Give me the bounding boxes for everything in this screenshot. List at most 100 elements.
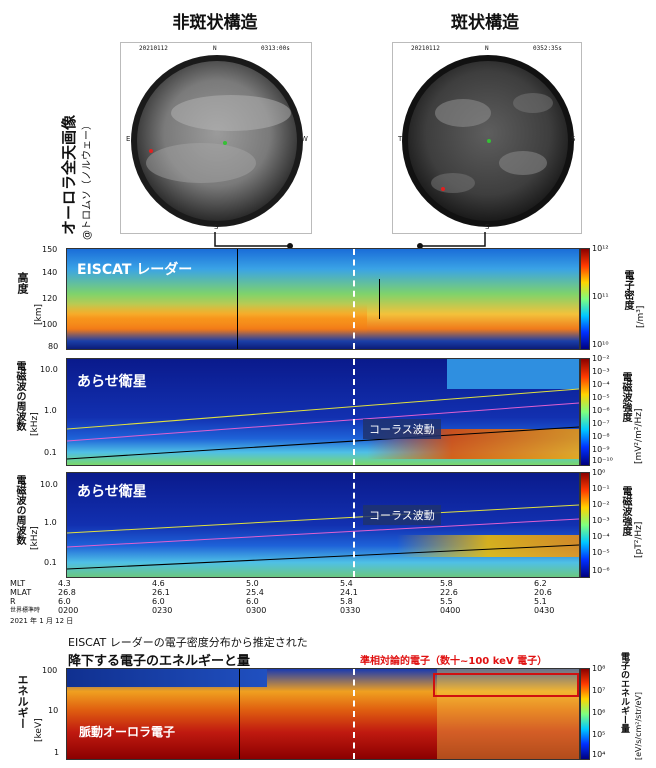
arase2-cbar-label: 電磁波強度 bbox=[620, 486, 631, 536]
energy-colorbar bbox=[580, 668, 590, 760]
col1-mlt: 4.6 bbox=[152, 579, 165, 588]
energy-ytick-10: 10 bbox=[48, 706, 59, 715]
left-sky-east: E bbox=[126, 135, 131, 143]
energy-inner-label: 脈動オーロラ電子 bbox=[79, 725, 176, 739]
arase1-cbar-tick-5: 10⁻⁷ bbox=[592, 419, 610, 428]
right-sky-west: S bbox=[571, 135, 576, 143]
right-sky-date: 20210112 bbox=[411, 45, 440, 52]
energy-ytick-1: 1 bbox=[54, 748, 60, 757]
row-label-mlt: MLT bbox=[10, 579, 26, 588]
energy-cbar-tick-4: 10⁴ bbox=[592, 750, 606, 759]
eiscat-ytick-140: 140 bbox=[42, 268, 58, 277]
arase1-ytick-1: 1.0 bbox=[44, 406, 57, 415]
arase2-chorus-label: コーラス波動 bbox=[363, 505, 441, 525]
eiscat-cbar-unit: [/m³] bbox=[636, 305, 646, 328]
arase1-cbar-label: 電磁波強度 bbox=[620, 372, 631, 422]
eiscat-ytick-150: 150 bbox=[42, 245, 58, 254]
time-col-3: 5.4 24.1 5.8 0330 bbox=[340, 579, 360, 615]
eiscat-ytick-100: 100 bbox=[42, 320, 58, 329]
arase2-heatmap: あらせ衛星 コーラス波動 bbox=[66, 472, 580, 578]
eiscat-cbar-tick-low: 10¹⁰ bbox=[592, 340, 609, 349]
time-col-1: 4.6 26.1 6.0 0230 bbox=[152, 579, 172, 615]
arase1-heatmap: あらせ衛星 コーラス波動 bbox=[66, 358, 580, 466]
arase1-ylabel-block: 電磁波の周波数 [kHz] bbox=[12, 356, 42, 466]
col0-mlt: 4.3 bbox=[58, 579, 71, 588]
arase1-cbar-tick-0: 10⁻² bbox=[592, 354, 610, 363]
arase1-cbar-tick-1: 10⁻³ bbox=[592, 367, 610, 376]
arase1-panel-label: あらせ衛星 bbox=[77, 374, 147, 390]
col3-r: 5.8 bbox=[340, 597, 353, 606]
col3-ut: 0330 bbox=[340, 606, 361, 615]
arase2-ytick-1: 1.0 bbox=[44, 518, 57, 527]
arase1-ytick-0.1: 0.1 bbox=[44, 448, 57, 457]
arase2-ytick-0.1: 0.1 bbox=[44, 558, 57, 567]
arase1-yunit: [kHz] bbox=[30, 412, 40, 436]
energy-cbar-tick-2: 10⁶ bbox=[592, 708, 606, 717]
energy-cbar-tick-3: 10⁵ bbox=[592, 730, 606, 739]
left-sky-disc bbox=[131, 55, 303, 227]
arase1-cbar-tick-2: 10⁻⁴ bbox=[592, 380, 610, 389]
energy-ytick-100: 100 bbox=[42, 666, 58, 675]
arase2-cbar-unit: [pT²/Hz] bbox=[634, 521, 644, 558]
arase1-cbar-tick-7: 10⁻⁹ bbox=[592, 445, 610, 454]
energy-cbar-tick-0: 10⁸ bbox=[592, 664, 606, 673]
arase1-cbar-tick-6: 10⁻⁸ bbox=[592, 432, 610, 441]
arase2-cbar-label-block: 電磁波強度 [pT²/Hz] bbox=[618, 476, 652, 576]
arase1-colorbar bbox=[580, 358, 590, 466]
arase2-ylabel: 電磁波の周波数 bbox=[14, 475, 25, 545]
left-sky-time: 0313:00s bbox=[261, 45, 290, 52]
arase2-yunit: [kHz] bbox=[30, 526, 40, 550]
right-sky-time: 0352:35s bbox=[533, 45, 562, 52]
eiscat-cbar-tick-high: 10¹² bbox=[592, 244, 609, 253]
col5-r: 5.1 bbox=[534, 597, 547, 606]
left-sky-title: 非斑状構造 bbox=[172, 13, 258, 33]
left-sky-north: N bbox=[213, 45, 217, 52]
arase2-cbar-tick-3: 10⁻³ bbox=[592, 516, 610, 525]
energy-cbar-unit: [eV/s/cm²/str/eV] bbox=[634, 692, 643, 760]
row-label-ut: 世界標準時 bbox=[10, 607, 41, 614]
col1-ut: 0230 bbox=[152, 606, 173, 615]
arase1-chorus-label: コーラス波動 bbox=[363, 419, 441, 439]
right-sky-east: T bbox=[398, 135, 403, 143]
left-allsky-image: 20210112 N 0313:00s E W S bbox=[120, 42, 312, 234]
arase2-cbar-tick-1: 10⁻¹ bbox=[592, 484, 610, 493]
arase1-cbar-tick-3: 10⁻⁵ bbox=[592, 393, 610, 402]
col1-r: 6.0 bbox=[152, 597, 165, 606]
arase2-cbar-tick-0: 10⁰ bbox=[592, 468, 606, 477]
arase1-cbar-tick-8: 10⁻¹⁰ bbox=[592, 456, 613, 465]
right-sky-title: 斑状構造 bbox=[451, 13, 519, 33]
sky-connectors bbox=[214, 232, 486, 249]
col2-mlat: 25.4 bbox=[246, 588, 264, 597]
arase1-ytick-10: 10.0 bbox=[40, 365, 58, 374]
time-col-5: 6.2 20.6 5.1 0430 bbox=[534, 579, 554, 615]
col5-mlat: 20.6 bbox=[534, 588, 552, 597]
col4-mlat: 22.6 bbox=[440, 588, 458, 597]
right-allsky-image: 20210112 N 0352:35s T S S bbox=[392, 42, 582, 234]
eiscat-colorbar bbox=[580, 248, 590, 350]
col2-ut: 0300 bbox=[246, 606, 267, 615]
eiscat-ylabel: 高度 bbox=[16, 272, 29, 294]
arase1-ylabel: 電磁波の周波数 bbox=[14, 361, 25, 431]
energy-cbar-tick-1: 10⁷ bbox=[592, 686, 606, 695]
row-label-r: R bbox=[10, 597, 16, 606]
col2-r: 6.0 bbox=[246, 597, 259, 606]
col0-ut: 0200 bbox=[58, 606, 79, 615]
left-sky-west: W bbox=[301, 135, 308, 143]
col5-mlt: 6.2 bbox=[534, 579, 547, 588]
time-col-2: 5.0 25.4 6.0 0300 bbox=[246, 579, 266, 615]
arase2-colorbar bbox=[580, 472, 590, 578]
eiscat-cbar-label-block: 電子密度 [/m³] bbox=[620, 250, 650, 350]
eiscat-cbar-tick-mid: 10¹¹ bbox=[592, 292, 609, 301]
energy-ylabel: エネルギー bbox=[16, 674, 29, 729]
arase1-cbar-label-block: 電磁波強度 [mV²/m²/Hz] bbox=[618, 362, 652, 466]
energy-cbar-label-block: 電子のエネルギー量 [eV/s/cm²/str/eV] bbox=[618, 650, 654, 762]
col0-mlat: 26.8 bbox=[58, 588, 76, 597]
col0-r: 6.0 bbox=[58, 597, 71, 606]
right-sky-south: S bbox=[485, 223, 490, 231]
eiscat-cbar-label: 電子密度 bbox=[622, 270, 633, 310]
arase2-panel-label: あらせ衛星 bbox=[77, 484, 147, 500]
arase2-cbar-tick-5: 10⁻⁵ bbox=[592, 548, 610, 557]
col2-mlt: 5.0 bbox=[246, 579, 259, 588]
col4-ut: 0400 bbox=[440, 606, 461, 615]
energy-caption-1: EISCAT レーダーの電子密度分布から推定された bbox=[68, 636, 308, 649]
